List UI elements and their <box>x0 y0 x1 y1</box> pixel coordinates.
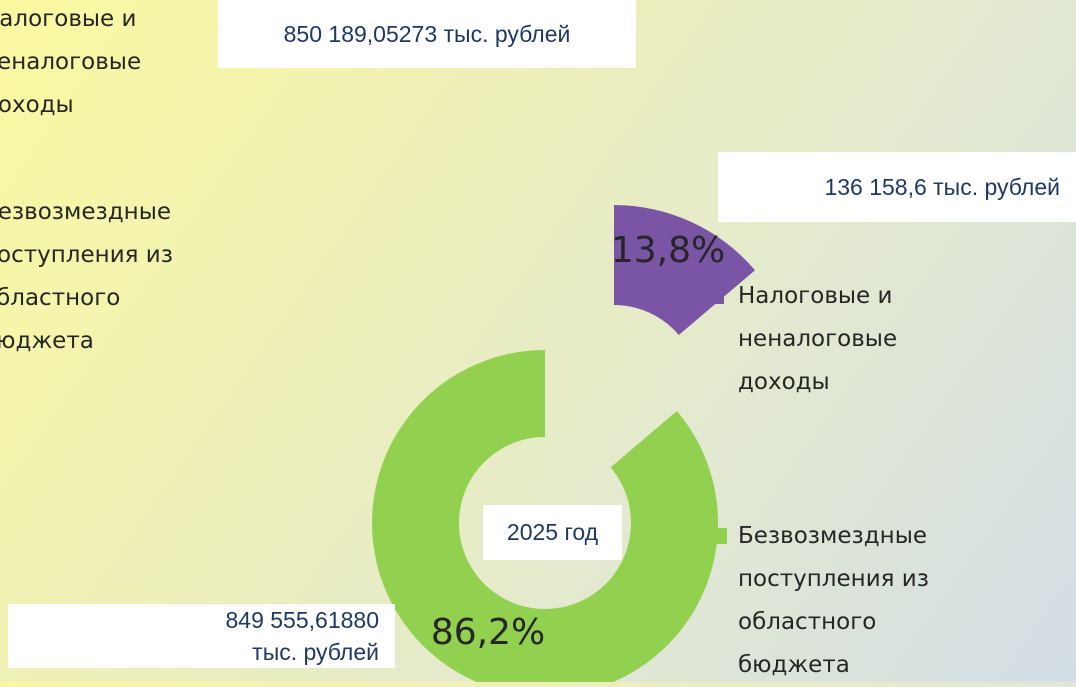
legend-label-cropped: Налоговые и неналоговые доходы <box>0 6 142 118</box>
legend-swatch <box>708 288 724 304</box>
donut-segment <box>614 205 756 336</box>
amount-label: 136 158,6 тыс. рублей <box>718 152 1076 222</box>
center-label: 2025 год <box>483 505 622 560</box>
legend-swatch <box>711 528 727 544</box>
amount-label: 850 189,05273 тыс. рублей <box>218 0 636 68</box>
legend-label: Безвозмездные поступления из областного … <box>738 523 929 678</box>
amount-label: 849 555,61880 тыс. рублей <box>8 604 395 668</box>
data-label: 86,2% <box>431 612 545 653</box>
donut-segment <box>372 350 718 682</box>
legend-label-cropped: Безвозмездные поступления из областного … <box>0 199 173 354</box>
legend-label: Налоговые и неналоговые доходы <box>738 283 898 395</box>
data-label: 13,8% <box>611 230 725 271</box>
